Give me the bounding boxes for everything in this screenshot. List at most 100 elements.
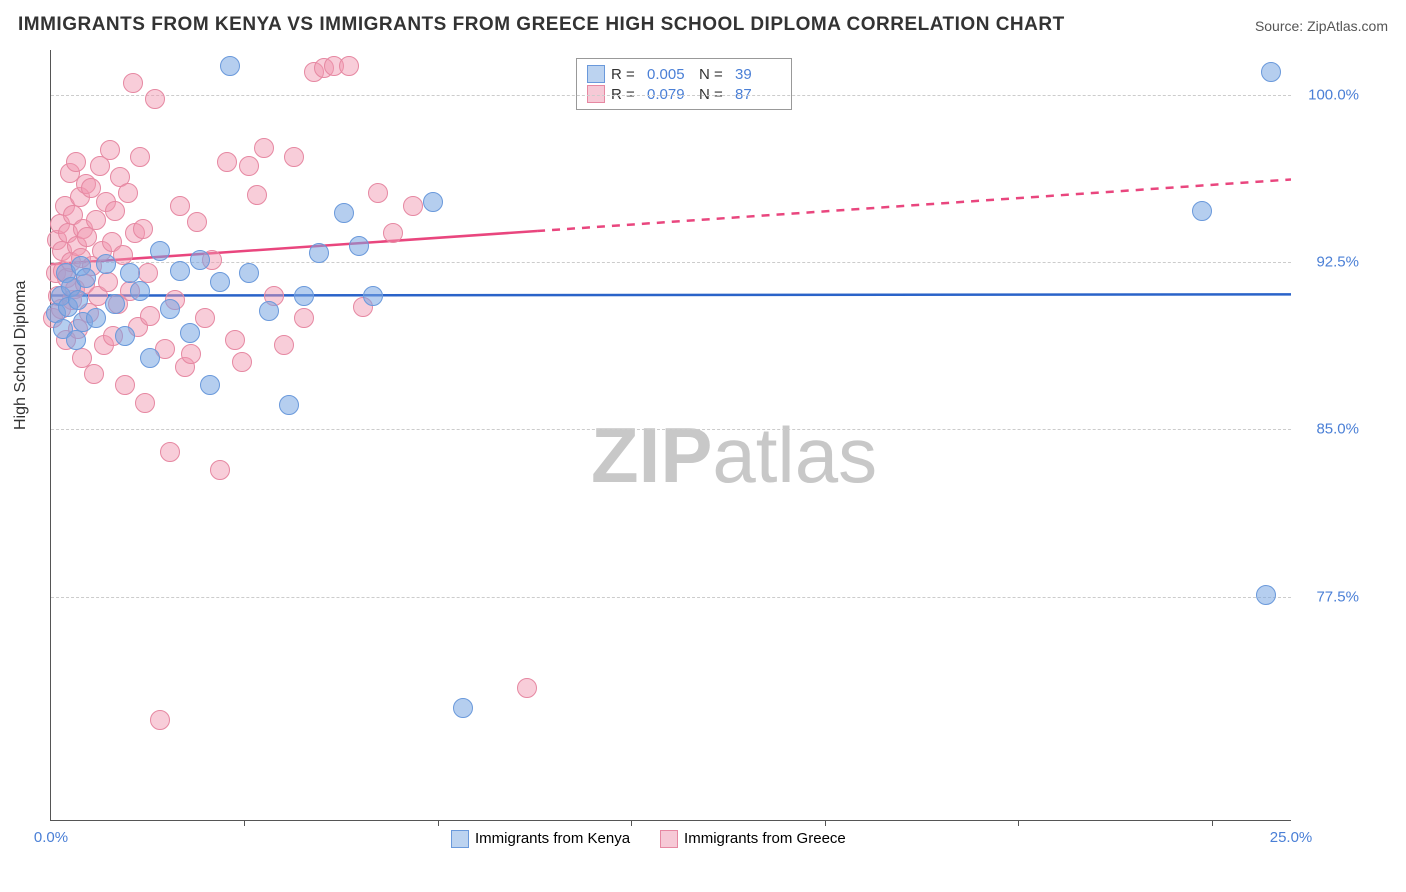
data-point-kenya [294, 286, 314, 306]
x-tick-mark [244, 820, 245, 826]
data-point-greece [140, 306, 160, 326]
greece-swatch-icon [660, 830, 678, 848]
kenya-n-value: 39 [735, 66, 781, 83]
y-axis-label: High School Diploma [12, 281, 30, 430]
y-tick-label: 100.0% [1299, 86, 1359, 103]
kenya-swatch-icon [587, 65, 605, 83]
data-point-kenya [423, 192, 443, 212]
watermark-thin: atlas [712, 411, 877, 499]
data-point-kenya [1192, 201, 1212, 221]
x-tick-label: 25.0% [1270, 829, 1313, 846]
legend-kenya: Immigrants from Kenya [451, 830, 630, 848]
data-point-greece [105, 201, 125, 221]
data-point-kenya [140, 348, 160, 368]
data-point-greece [368, 183, 388, 203]
data-point-greece [181, 344, 201, 364]
data-point-greece [130, 147, 150, 167]
data-point-kenya [130, 281, 150, 301]
data-point-greece [217, 152, 237, 172]
data-point-greece [84, 364, 104, 384]
data-point-kenya [66, 330, 86, 350]
data-point-kenya [200, 375, 220, 395]
data-point-greece [187, 212, 207, 232]
data-point-greece [284, 147, 304, 167]
data-point-kenya [76, 268, 96, 288]
y-tick-label: 77.5% [1299, 588, 1359, 605]
data-point-greece [195, 308, 215, 328]
data-point-kenya [349, 236, 369, 256]
data-point-kenya [86, 308, 106, 328]
data-point-kenya [105, 294, 125, 314]
trend-lines [51, 50, 1291, 820]
r-label: R = [611, 66, 641, 83]
legend-greece: Immigrants from Greece [660, 830, 846, 848]
legend-kenya-label: Immigrants from Kenya [475, 830, 630, 847]
x-tick-mark [631, 820, 632, 826]
data-point-greece [339, 56, 359, 76]
data-point-kenya [120, 263, 140, 283]
data-point-kenya [279, 395, 299, 415]
data-point-kenya [190, 250, 210, 270]
x-tick-mark [1212, 820, 1213, 826]
watermark: ZIPatlas [591, 410, 877, 501]
kenya-swatch-icon [451, 830, 469, 848]
data-point-kenya [170, 261, 190, 281]
data-point-greece [135, 393, 155, 413]
data-point-kenya [239, 263, 259, 283]
data-point-kenya [68, 290, 88, 310]
data-point-kenya [210, 272, 230, 292]
data-point-greece [517, 678, 537, 698]
legend-series: Immigrants from Kenya Immigrants from Gr… [451, 830, 846, 848]
data-point-kenya [334, 203, 354, 223]
watermark-bold: ZIP [591, 411, 712, 499]
gridline [51, 95, 1291, 96]
legend-greece-label: Immigrants from Greece [684, 830, 846, 847]
data-point-greece [383, 223, 403, 243]
data-point-kenya [259, 301, 279, 321]
data-point-kenya [453, 698, 473, 718]
gridline [51, 597, 1291, 598]
data-point-kenya [363, 286, 383, 306]
data-point-greece [160, 442, 180, 462]
data-point-greece [100, 140, 120, 160]
source-label: Source: ZipAtlas.com [1255, 18, 1388, 34]
data-point-kenya [96, 254, 116, 274]
y-tick-label: 85.0% [1299, 421, 1359, 438]
data-point-kenya [180, 323, 200, 343]
data-point-greece [274, 335, 294, 355]
data-point-greece [239, 156, 259, 176]
scatter-plot: ZIPatlas R = 0.005 N = 39 R = 0.079 N = … [50, 50, 1291, 821]
data-point-greece [123, 73, 143, 93]
data-point-greece [232, 352, 252, 372]
data-point-kenya [1261, 62, 1281, 82]
data-point-greece [294, 308, 314, 328]
data-point-greece [133, 219, 153, 239]
data-point-kenya [115, 326, 135, 346]
data-point-kenya [160, 299, 180, 319]
data-point-greece [225, 330, 245, 350]
data-point-greece [403, 196, 423, 216]
data-point-greece [247, 185, 267, 205]
data-point-greece [115, 375, 135, 395]
x-tick-mark [1018, 820, 1019, 826]
y-tick-label: 92.5% [1299, 254, 1359, 271]
kenya-r-value: 0.005 [647, 66, 693, 83]
legend-stats: R = 0.005 N = 39 R = 0.079 N = 87 [576, 58, 792, 110]
data-point-kenya [1256, 585, 1276, 605]
data-point-kenya [150, 241, 170, 261]
data-point-kenya [220, 56, 240, 76]
gridline [51, 262, 1291, 263]
legend-stats-kenya: R = 0.005 N = 39 [587, 65, 781, 83]
data-point-greece [210, 460, 230, 480]
data-point-greece [118, 183, 138, 203]
data-point-greece [66, 152, 86, 172]
data-point-greece [254, 138, 274, 158]
data-point-greece [145, 89, 165, 109]
x-tick-mark [438, 820, 439, 826]
data-point-kenya [309, 243, 329, 263]
x-tick-mark [825, 820, 826, 826]
data-point-greece [98, 272, 118, 292]
data-point-greece [86, 210, 106, 230]
gridline [51, 429, 1291, 430]
data-point-greece [150, 710, 170, 730]
